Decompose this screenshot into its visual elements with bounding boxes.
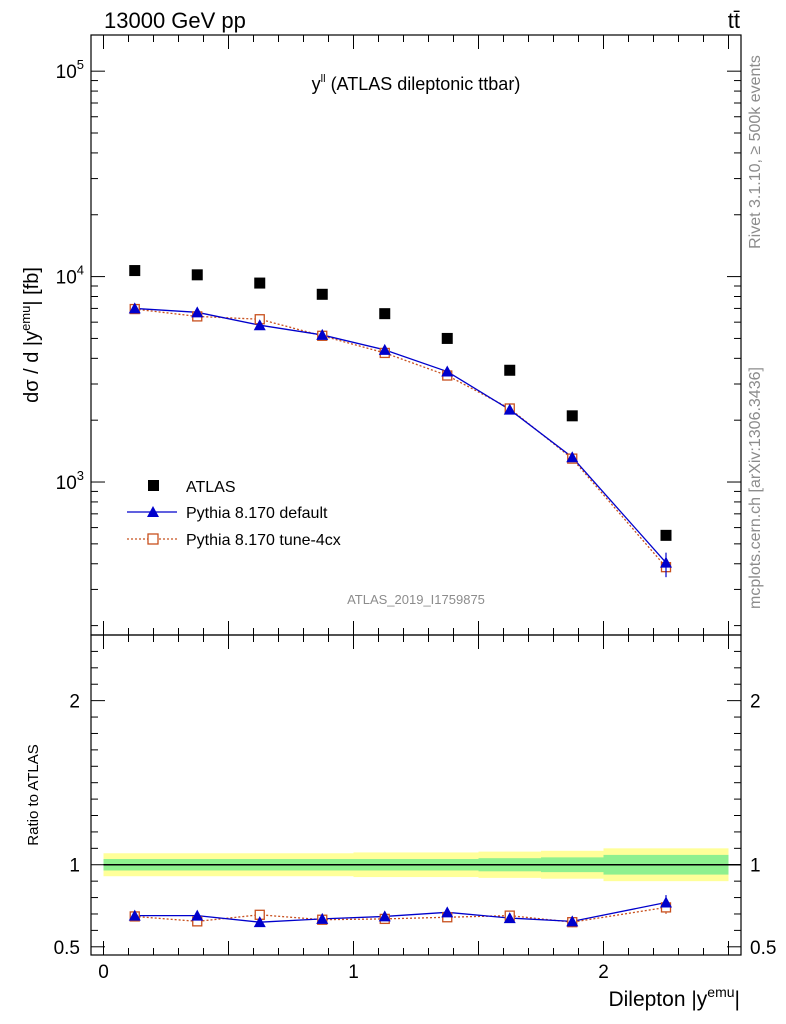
ratio-default-point bbox=[316, 912, 329, 924]
default-data-point bbox=[128, 302, 141, 314]
default-data-point bbox=[441, 365, 454, 377]
main-y-axis-label: dσ / d |yemu| [fb] bbox=[18, 267, 43, 403]
ratio-default-point bbox=[660, 896, 672, 908]
ratio-y-tick-label: 2 bbox=[69, 692, 80, 713]
header-process-label: tt̄ bbox=[728, 8, 740, 33]
atlas-data-point bbox=[441, 332, 453, 344]
ratio-y-tick-label-right: 1 bbox=[750, 856, 761, 877]
legend-marker-atlas bbox=[148, 480, 159, 491]
x-tick-label: 0 bbox=[98, 962, 109, 983]
ratio-y-axis-label: Ratio to ATLAS bbox=[25, 744, 42, 845]
atlas-data-point bbox=[566, 410, 578, 422]
atlas-data-point bbox=[379, 308, 391, 320]
main-y-tick-label: 104 bbox=[56, 263, 84, 289]
analysis-id-watermark: ATLAS_2019_I1759875 bbox=[347, 592, 485, 607]
default-data-point bbox=[378, 343, 391, 355]
main-y-tick-label: 103 bbox=[56, 468, 84, 494]
main-series-marks bbox=[128, 265, 672, 578]
ratio-y-tick-label: 0.5 bbox=[54, 938, 80, 959]
ratio-default-point bbox=[191, 909, 204, 921]
default-series-line bbox=[134, 307, 667, 564]
x-tick-label: 2 bbox=[598, 962, 609, 983]
ratio-default-point bbox=[441, 906, 454, 918]
header-energy-label: 13000 GeV pp bbox=[104, 8, 246, 33]
legend-marker-default bbox=[147, 506, 159, 517]
ratio-uncertainty-band bbox=[103, 848, 741, 882]
ratio-default-point bbox=[503, 912, 516, 924]
ratio-panel-frame bbox=[90, 634, 742, 956]
mcplots-label: mcplots.cern.ch [arXiv:1306.3436] bbox=[747, 367, 764, 609]
x-axis-label: Dilepton |yemu| bbox=[608, 984, 740, 1011]
ratio-default-point bbox=[566, 915, 579, 927]
ratio-default-point bbox=[128, 909, 141, 921]
atlas-data-point bbox=[254, 277, 266, 289]
legend-label-atlas: ATLAS bbox=[186, 479, 236, 496]
x-tick-label: 1 bbox=[348, 962, 359, 983]
default-data-point bbox=[253, 319, 266, 331]
atlas-data-point bbox=[316, 288, 328, 300]
main-axis-ticks: 103 104 105 bbox=[56, 35, 741, 635]
atlas-data-point bbox=[129, 265, 141, 277]
default-data-point bbox=[566, 451, 579, 463]
ratio-series-marks bbox=[128, 895, 672, 928]
atlas-data-point bbox=[504, 364, 516, 376]
ratio-y-tick-label-right: 0.5 bbox=[750, 938, 776, 959]
default-data-point bbox=[191, 306, 204, 318]
ratio-default-point bbox=[378, 910, 391, 922]
main-y-tick-label: 105 bbox=[56, 57, 84, 83]
legend-label-default: Pythia 8.170 default bbox=[186, 505, 328, 522]
plot-title: yll (ATLAS dileptonic ttbar) bbox=[312, 73, 521, 94]
legend: ATLAS Pythia 8.170 default Pythia 8.170 … bbox=[127, 479, 341, 549]
legend-marker-tune4cx bbox=[147, 533, 159, 545]
tune4cx-series-line bbox=[134, 308, 667, 568]
rivet-version-label: Rivet 3.1.10, ≥ 500k events bbox=[747, 55, 764, 249]
atlas-data-point bbox=[660, 529, 672, 541]
ratio-y-tick-label: 1 bbox=[69, 856, 80, 877]
legend-label-tune4cx: Pythia 8.170 tune-4cx bbox=[186, 532, 341, 549]
default-data-point bbox=[316, 328, 329, 340]
ratio-default-point bbox=[253, 916, 266, 928]
ratio-y-tick-label-right: 2 bbox=[750, 692, 761, 713]
ratio-axis-ticks: 0.5 0.5 1 1 2 2 0 1 2 bbox=[54, 635, 776, 983]
atlas-data-point bbox=[191, 269, 203, 281]
default-data-point bbox=[503, 403, 516, 415]
